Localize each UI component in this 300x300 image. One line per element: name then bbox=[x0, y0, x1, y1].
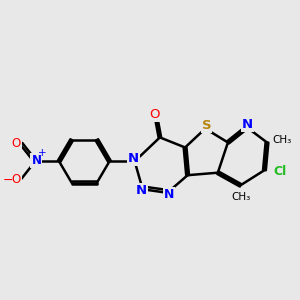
Text: N: N bbox=[32, 154, 41, 166]
Text: +: + bbox=[38, 148, 46, 158]
Text: N: N bbox=[164, 188, 174, 201]
Text: −: − bbox=[3, 174, 13, 187]
Text: N: N bbox=[135, 184, 146, 197]
Text: CH₃: CH₃ bbox=[272, 135, 291, 145]
Text: N: N bbox=[242, 118, 253, 131]
Text: O: O bbox=[12, 173, 21, 186]
Text: N: N bbox=[128, 152, 139, 165]
Text: CH₃: CH₃ bbox=[231, 192, 250, 203]
Text: Cl: Cl bbox=[273, 165, 286, 178]
Text: S: S bbox=[202, 119, 211, 132]
Text: O: O bbox=[12, 137, 21, 150]
Text: O: O bbox=[150, 108, 160, 121]
